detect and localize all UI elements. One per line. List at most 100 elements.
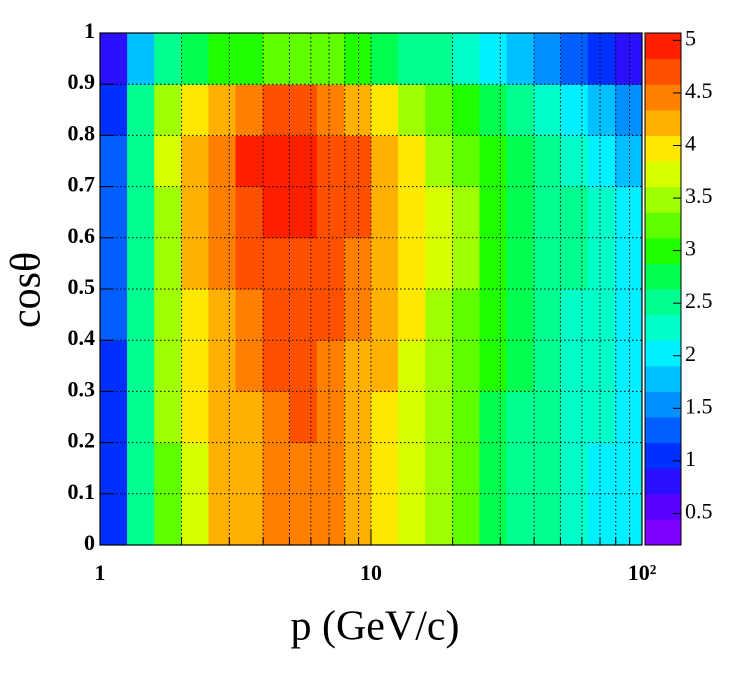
colorbar-tick-label: 4.5 — [685, 78, 713, 103]
heatmap-cell — [398, 186, 426, 239]
colorbar-tick-label: 0.5 — [685, 499, 713, 524]
heatmap-cell — [587, 84, 616, 136]
heatmap-cell — [154, 186, 182, 239]
heatmap-cell — [452, 493, 480, 546]
heatmap-cell — [262, 340, 291, 392]
heatmap-cell — [343, 186, 372, 239]
heatmap-cell — [614, 84, 643, 136]
heatmap-cell — [479, 135, 507, 188]
heatmap-cell — [398, 289, 426, 341]
heatmap-cell — [533, 84, 562, 136]
colorbar-band — [645, 289, 681, 316]
colorbar-band — [645, 442, 681, 469]
colorbar-band — [645, 33, 681, 60]
heatmap-cell — [181, 186, 209, 239]
y-tick-label: 0.3 — [68, 376, 96, 401]
heatmap-cell — [235, 442, 264, 495]
heatmap-cell — [587, 135, 616, 188]
heatmap-cell — [208, 391, 236, 444]
heatmap-cell — [289, 442, 318, 495]
heatmap-cell — [506, 237, 535, 290]
y-tick-label: 0.4 — [68, 325, 96, 350]
heatmap-cell — [235, 391, 264, 444]
heatmap-cell — [560, 391, 589, 444]
heatmap-cell — [289, 237, 318, 290]
heatmap-cell — [289, 340, 318, 392]
heatmap-cell — [587, 289, 616, 341]
heatmap-cell — [289, 391, 318, 444]
heatmap-cell — [614, 442, 643, 495]
heatmap-cell — [425, 135, 453, 188]
heatmap-cell — [506, 84, 535, 136]
heatmap-cell — [371, 186, 399, 239]
heatmap-cell — [398, 391, 426, 444]
heatmap-cell — [506, 186, 535, 239]
heatmap-cell — [371, 493, 399, 546]
colorbar-band — [645, 468, 681, 495]
colorbar-band — [645, 212, 681, 239]
heatmap-cell — [154, 340, 182, 392]
y-tick-label: 0.2 — [68, 428, 96, 453]
heatmap-cell — [533, 237, 562, 290]
heatmap-cell — [100, 289, 128, 341]
heatmap-cell — [262, 33, 291, 85]
heatmap-cell — [614, 135, 643, 188]
colorbar-tick-label: 4 — [685, 131, 696, 156]
heatmap-cell — [560, 33, 589, 85]
heatmap-cell — [533, 442, 562, 495]
heatmap-cell — [127, 289, 155, 341]
heatmap-cell — [154, 493, 182, 546]
heatmap-cell — [100, 442, 128, 495]
heatmap-cell — [316, 391, 345, 444]
heatmap-cell — [506, 493, 535, 546]
x-tick-label: 1 — [95, 560, 106, 585]
heatmap-cell — [235, 186, 264, 239]
y-axis-title: cosθ — [4, 252, 50, 328]
heatmap-cell — [425, 237, 453, 290]
heatmap-cell — [289, 84, 318, 136]
heatmap-cell — [181, 493, 209, 546]
heatmap-cell — [398, 84, 426, 136]
colorbar-tick-label: 2.5 — [685, 288, 713, 313]
heatmap-cell — [289, 289, 318, 341]
heatmap-cell — [479, 391, 507, 444]
heatmap-cell — [262, 135, 291, 188]
heatmap-cell — [371, 442, 399, 495]
colorbar-band — [645, 391, 681, 418]
heatmap-cell — [371, 84, 399, 136]
y-tick-label: 0.6 — [68, 223, 96, 248]
heatmap-cell — [560, 340, 589, 392]
heatmap-cell — [587, 237, 616, 290]
colorbar-band — [645, 135, 681, 162]
heatmap-cell — [506, 391, 535, 444]
heatmap-cell — [614, 289, 643, 341]
heatmap-cell — [452, 135, 480, 188]
heatmap-cell — [587, 33, 616, 85]
heatmap-cell — [533, 135, 562, 188]
heatmap-cell — [316, 442, 345, 495]
heatmap-cell — [506, 135, 535, 188]
heatmap-cell — [316, 340, 345, 392]
heatmap-cell — [100, 391, 128, 444]
heatmap-cell — [479, 289, 507, 341]
heatmap-cell — [587, 391, 616, 444]
heatmap-cell — [154, 289, 182, 341]
heatmap-cell — [533, 33, 562, 85]
heatmap-cell — [398, 237, 426, 290]
heatmap-cell — [181, 33, 209, 85]
heatmap-cell — [425, 33, 453, 85]
heatmap-cell — [452, 237, 480, 290]
heatmap-cell — [154, 237, 182, 290]
heatmap-cell — [262, 237, 291, 290]
heatmap-cell — [154, 442, 182, 495]
heatmap-cell — [398, 340, 426, 392]
heatmap-cell — [533, 186, 562, 239]
y-tick-label: 0.7 — [68, 172, 96, 197]
heatmap-cell — [343, 493, 372, 546]
heatmap-cell — [289, 186, 318, 239]
heatmap-cell — [100, 340, 128, 392]
x-axis-title: p (GeV/c) — [290, 604, 459, 650]
heatmap-cell — [127, 442, 155, 495]
heatmap-cell — [533, 493, 562, 546]
